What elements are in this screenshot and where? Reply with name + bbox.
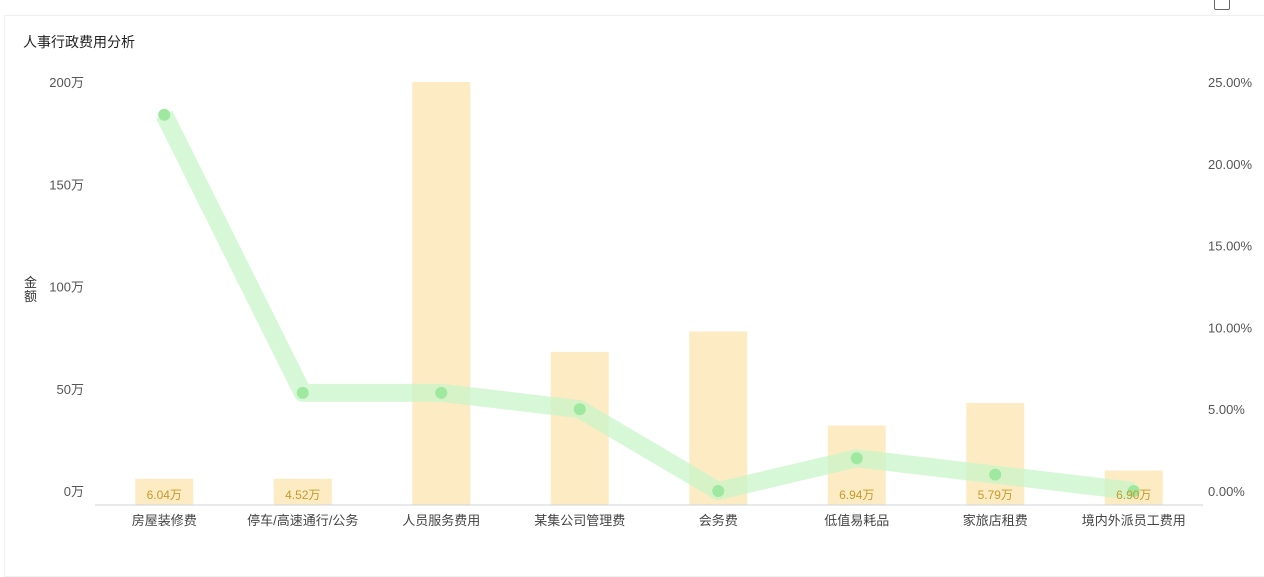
y2-tick-label: 25.00% xyxy=(1208,75,1253,90)
x-tick-label: 境内外派员工费用 xyxy=(1082,513,1186,528)
line-point xyxy=(296,386,309,399)
line-series xyxy=(156,110,1135,500)
line-point xyxy=(1127,485,1140,497)
y-tick-label: 0万 xyxy=(64,484,84,499)
toggle-checkbox[interactable] xyxy=(1214,0,1230,10)
line-point xyxy=(435,386,448,399)
bar xyxy=(412,82,471,505)
line-point xyxy=(573,403,586,416)
line-point xyxy=(989,468,1002,481)
y-tick-label: 100万 xyxy=(49,280,84,295)
y2-tick-label: 20.00% xyxy=(1208,157,1253,172)
y-tick-label: 150万 xyxy=(49,177,84,192)
x-tick-label: 停车/高速通行/公务 xyxy=(247,513,358,528)
x-tick-label: 低值易耗品 xyxy=(824,513,889,528)
y-tick-label: 200万 xyxy=(49,75,84,90)
chart-title: 人事行政费用分析 xyxy=(23,34,135,50)
x-tick-label: 会务费 xyxy=(699,513,738,528)
y-axis-label: 金额 xyxy=(24,275,38,304)
line-point xyxy=(850,452,863,465)
x-tick-label: 家旅店租费 xyxy=(963,513,1028,528)
bar-data-label: 4.52万 xyxy=(285,488,320,502)
bar xyxy=(273,478,332,505)
y2-tick-label: 5.00% xyxy=(1208,402,1245,417)
line-point xyxy=(712,485,725,497)
line-point xyxy=(158,108,171,121)
y2-tick-label: 15.00% xyxy=(1208,239,1253,254)
bar xyxy=(966,403,1025,505)
bar-data-label: 6.94万 xyxy=(839,488,874,502)
bar-data-label: 6.04万 xyxy=(147,488,182,502)
y-tick-label: 50万 xyxy=(57,382,84,397)
bar xyxy=(135,478,194,505)
y2-tick-label: 10.00% xyxy=(1208,320,1253,335)
x-tick-label: 某集公司管理费 xyxy=(534,513,625,528)
x-tick-label: 人员服务费用 xyxy=(402,513,480,528)
y2-tick-label: 0.00% xyxy=(1208,484,1245,499)
bar-data-label: 6.90万 xyxy=(1116,488,1151,502)
x-tick-label: 房屋装修费 xyxy=(132,513,197,528)
bar-data-label: 5.79万 xyxy=(978,488,1013,502)
